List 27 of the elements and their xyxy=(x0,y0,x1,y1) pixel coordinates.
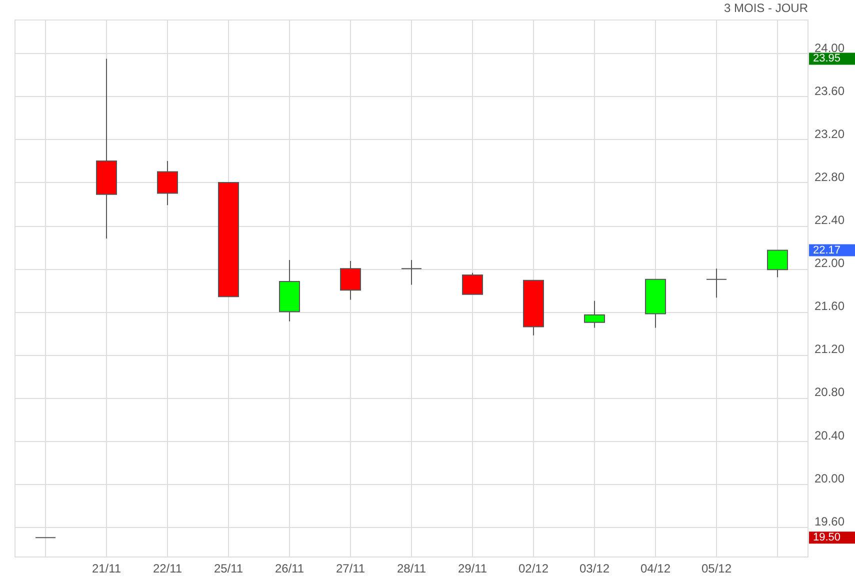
y-tick-label: 21.60 xyxy=(814,299,845,314)
text: 19.50 xyxy=(813,532,841,544)
y-tick-label: 23.20 xyxy=(814,126,845,141)
x-tick-label: 28/11 xyxy=(396,562,426,576)
y-tick-label: 22.00 xyxy=(814,256,845,270)
x-tick-label: 25/11 xyxy=(214,562,244,576)
text: 22.17 xyxy=(813,244,841,256)
y-tick-label: 20.40 xyxy=(814,428,845,442)
chart-subtitle: 3 MOIS - JOUR xyxy=(724,1,808,15)
y-tick-label: 23.60 xyxy=(814,84,845,98)
x-tick-label: 29/11 xyxy=(458,562,488,576)
y-tick-label: 24.00 xyxy=(814,40,845,55)
y-tick-label: 22.40 xyxy=(814,213,845,228)
x-tick-label: 22/11 xyxy=(152,562,182,576)
y-tick-label: 22.80 xyxy=(814,170,845,184)
x-tick-label: 26/11 xyxy=(274,562,304,576)
x-tick-label: 27/11 xyxy=(336,562,366,576)
y-tick-label: 19.60 xyxy=(814,514,845,528)
x-tick-label: 02/12 xyxy=(518,562,549,576)
y-tick-label: 20.00 xyxy=(814,471,845,486)
text: 23.95 xyxy=(813,52,841,65)
y-tick-label: 21.20 xyxy=(814,342,845,356)
x-tick-label: 04/12 xyxy=(640,562,671,576)
x-tick-label: 21/11 xyxy=(92,562,122,576)
x-tick-label: 05/12 xyxy=(701,562,732,576)
y-tick-label: 20.80 xyxy=(814,385,845,400)
x-tick-label: 03/12 xyxy=(579,562,610,576)
